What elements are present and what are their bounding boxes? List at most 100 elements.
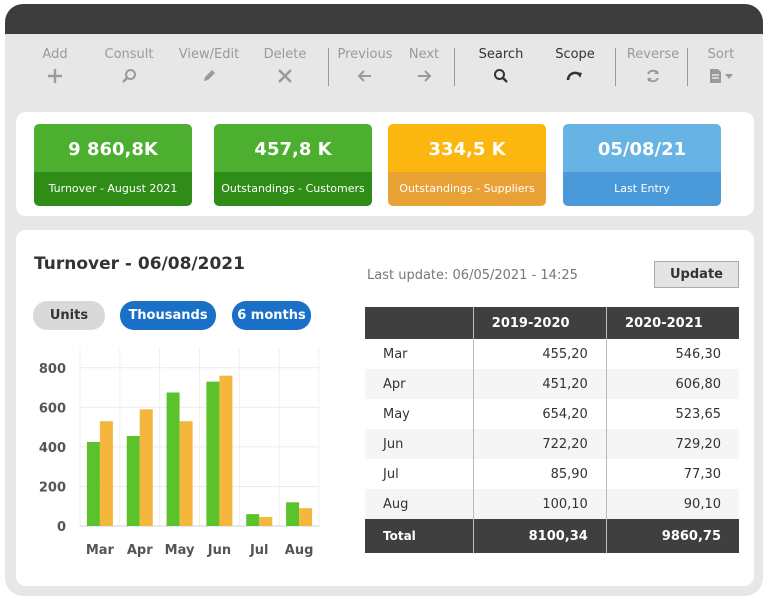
filter-thousands[interactable]: Thousands	[120, 301, 216, 330]
kpi-value: 334,5 K	[388, 124, 546, 172]
filter-6-months[interactable]: 6 months	[232, 301, 311, 330]
toolbar-divider	[687, 48, 688, 86]
table-cell-month: Aug	[365, 489, 473, 519]
table-cell-month: Jul	[383, 466, 399, 482]
x-tick-label: Apr	[127, 543, 153, 558]
consult-label: Consult	[104, 47, 154, 62]
search-button[interactable]: Search	[466, 46, 536, 92]
filter-units[interactable]: Units	[33, 301, 105, 330]
kpi-card-last-entry[interactable]: 05/08/21 Last Entry	[563, 124, 721, 206]
x-tick-label: Jul	[249, 543, 269, 558]
table-cell-value: 90,10	[605, 489, 739, 519]
add-button[interactable]: Add	[20, 46, 90, 92]
view-edit-label: View/Edit	[178, 47, 240, 62]
table-cell-value: 729,20	[605, 429, 739, 459]
turnover-panel: Turnover - 06/08/2021 Last update: 06/05…	[16, 230, 754, 586]
x-tick-label: May	[165, 543, 195, 558]
kpi-caption: Outstandings - Customers	[214, 172, 372, 206]
kpi-value: 9 860,8K	[34, 124, 192, 172]
table-row: Apr 451,20 606,80	[365, 369, 739, 399]
table-row: Jun 722,20 729,20	[365, 429, 739, 459]
arrow-right-icon	[389, 68, 459, 92]
chart-bar	[86, 441, 100, 526]
consult-button[interactable]: Consult	[94, 46, 164, 92]
table-row: Jul 85,90 77,30	[365, 459, 739, 489]
pencil-icon	[174, 68, 244, 92]
table-cell-month: Apr	[365, 369, 473, 399]
table-row: May 654,20 523,65	[365, 399, 739, 429]
chart-bar	[246, 514, 260, 526]
reverse-label: Reverse	[626, 47, 680, 62]
kpi-caption: Turnover - August 2021	[34, 172, 192, 206]
next-button[interactable]: Next	[389, 46, 459, 92]
view-edit-button[interactable]: View/Edit	[174, 46, 244, 92]
table-total-value: 9860,75	[605, 519, 739, 553]
y-tick-label: 0	[57, 520, 66, 535]
chart-bar	[286, 502, 300, 526]
kpi-card-turnover[interactable]: 9 860,8K Turnover - August 2021	[34, 124, 192, 206]
search-label: Search	[478, 47, 524, 62]
delete-button[interactable]: Delete	[250, 46, 320, 92]
y-tick-label: 200	[39, 480, 66, 495]
y-tick-label: 800	[39, 362, 66, 377]
y-tick-label: 600	[39, 401, 66, 416]
table-row: Aug 100,10 90,10	[365, 489, 739, 519]
table-cell-month: Mar	[383, 346, 408, 362]
table-cell-value: 455,20	[472, 339, 607, 369]
update-button[interactable]: Update	[654, 261, 739, 288]
arrow-left-icon	[330, 68, 400, 92]
magnifier-icon	[94, 68, 164, 92]
table-cell-value: 523,65	[605, 399, 739, 429]
kpi-caption: Last Entry	[563, 172, 721, 206]
turnover-table: 2019-2020 2020-2021 Mar 455,20 546,30 Apr 4…	[365, 307, 739, 553]
toolbar: Add Consult View/Edit Delete Previous Ne…	[5, 34, 763, 104]
document-dropdown-icon	[686, 68, 756, 92]
x-tick-label: Aug	[285, 543, 314, 558]
chart-bar	[219, 375, 233, 526]
table-cell-value: 85,90	[472, 459, 607, 489]
previous-label: Previous	[337, 47, 393, 62]
chart-bar	[299, 508, 313, 526]
kpi-caption: Outstandings - Suppliers	[388, 172, 546, 206]
sort-button[interactable]: Sort	[686, 46, 756, 92]
chart-bar	[99, 421, 113, 526]
toolbar-divider	[615, 48, 616, 86]
turnover-bar-chart: 0 200 400 600 800 Mar Apr May Jun Jul Aug	[39, 348, 320, 558]
table-cell-value: 77,30	[605, 459, 739, 489]
delete-label: Delete	[263, 47, 307, 62]
kpi-panel: 9 860,8K Turnover - August 2021 457,8 K …	[16, 112, 754, 216]
app-window: Add Consult View/Edit Delete Previous Ne…	[5, 4, 763, 596]
chart-bar	[139, 409, 153, 526]
scope-label: Scope	[555, 47, 595, 62]
previous-button[interactable]: Previous	[330, 46, 400, 92]
chart-bar	[259, 517, 273, 526]
table-total-label: Total	[365, 519, 473, 553]
table-header-2020-2021: 2020-2021	[605, 307, 739, 339]
table-cell-month: Jun	[365, 429, 473, 459]
kpi-value: 05/08/21	[563, 124, 721, 172]
y-tick-label: 400	[39, 441, 66, 456]
refresh-icon	[618, 68, 688, 92]
x-tick-label: Jun	[207, 543, 231, 558]
next-label: Next	[408, 47, 440, 62]
table-cell-value: 722,20	[472, 429, 607, 459]
title-bar	[5, 4, 763, 34]
last-update-text: Last update: 06/05/2021 - 14:25	[367, 268, 578, 283]
table-cell-value: 654,20	[472, 399, 607, 429]
search-icon	[466, 68, 536, 92]
table-row: Mar 455,20 546,30	[365, 339, 739, 369]
table-header-month	[365, 307, 473, 339]
kpi-card-outstanding-customers[interactable]: 457,8 K Outstandings - Customers	[214, 124, 372, 206]
kpi-card-outstanding-suppliers[interactable]: 334,5 K Outstandings - Suppliers	[388, 124, 546, 206]
chart-bar	[179, 421, 193, 526]
scope-button[interactable]: Scope	[540, 46, 610, 92]
x-icon	[250, 68, 320, 92]
table-cell-month: May	[383, 406, 410, 422]
plus-icon	[20, 68, 90, 92]
kpi-value: 457,8 K	[214, 124, 372, 172]
add-label: Add	[42, 47, 68, 62]
table-total-row: Total 8100,34 9860,75	[365, 519, 739, 553]
toolbar-divider	[454, 48, 455, 86]
chart-bar	[126, 436, 140, 526]
reverse-button[interactable]: Reverse	[618, 46, 688, 92]
